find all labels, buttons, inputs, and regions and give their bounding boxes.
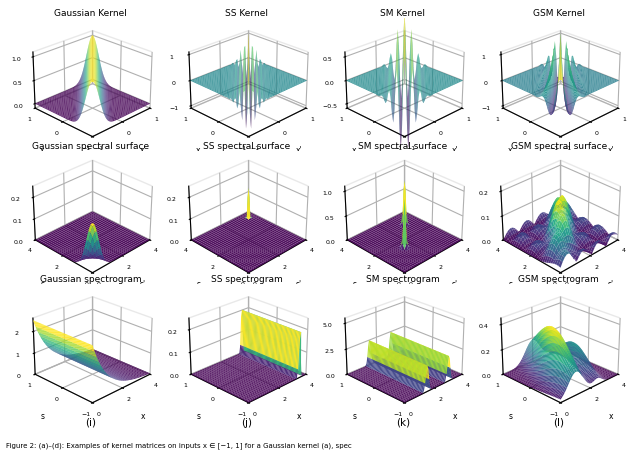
- X-axis label: x: x: [609, 412, 613, 421]
- X-axis label: x: x: [296, 412, 301, 421]
- Y-axis label: x: x: [352, 146, 356, 155]
- Y-axis label: s: s: [196, 412, 200, 421]
- Title: SM Kernel: SM Kernel: [380, 9, 426, 18]
- Y-axis label: s: s: [508, 412, 512, 421]
- Text: (k): (k): [396, 418, 410, 428]
- Y-axis label: s: s: [352, 412, 356, 421]
- Text: Figure 2: (a)–(d): Examples of kernel matrices on inputs x ∈ [−1, 1] for a Gauss: Figure 2: (a)–(d): Examples of kernel ma…: [6, 442, 352, 449]
- Text: (a): (a): [84, 152, 98, 162]
- X-axis label: s': s': [140, 280, 145, 289]
- Text: (g): (g): [396, 285, 410, 295]
- Title: SS Kernel: SS Kernel: [225, 9, 268, 18]
- Title: Gaussian spectral surface: Gaussian spectral surface: [32, 142, 149, 151]
- X-axis label: s': s': [295, 280, 301, 289]
- Text: (e): (e): [84, 285, 98, 295]
- Y-axis label: s: s: [353, 280, 356, 289]
- Title: SM spectrogram: SM spectrogram: [366, 275, 440, 284]
- Y-axis label: x: x: [196, 146, 200, 155]
- X-axis label: x: x: [452, 412, 457, 421]
- Text: (i): (i): [85, 418, 96, 428]
- Text: (j): (j): [241, 418, 252, 428]
- X-axis label: x: x: [141, 412, 145, 421]
- Text: (c): (c): [396, 152, 410, 162]
- X-axis label: x': x': [451, 146, 458, 155]
- Y-axis label: s: s: [41, 280, 45, 289]
- X-axis label: x': x': [296, 146, 302, 155]
- Y-axis label: x: x: [40, 146, 45, 155]
- Title: GSM spectrogram: GSM spectrogram: [518, 275, 599, 284]
- Y-axis label: s: s: [509, 280, 513, 289]
- Title: SS spectrogram: SS spectrogram: [211, 275, 283, 284]
- Title: SS spectral surface: SS spectral surface: [203, 142, 291, 151]
- X-axis label: x': x': [140, 146, 146, 155]
- Y-axis label: s: s: [40, 412, 44, 421]
- Title: GSM spectral surface: GSM spectral surface: [511, 142, 607, 151]
- Title: Gaussian spectrogram: Gaussian spectrogram: [40, 275, 141, 284]
- Title: Gaussian Kernel: Gaussian Kernel: [54, 9, 127, 18]
- Y-axis label: x: x: [508, 146, 513, 155]
- X-axis label: s': s': [451, 280, 458, 289]
- Title: SM spectral surface: SM spectral surface: [358, 142, 447, 151]
- X-axis label: x': x': [607, 146, 614, 155]
- Text: (b): (b): [239, 152, 254, 162]
- X-axis label: s': s': [607, 280, 613, 289]
- Text: (l): (l): [554, 418, 564, 428]
- Y-axis label: s: s: [196, 280, 201, 289]
- Title: GSM Kernel: GSM Kernel: [532, 9, 585, 18]
- Text: (h): (h): [552, 285, 566, 295]
- Text: (d): (d): [552, 152, 566, 162]
- Text: (f): (f): [241, 285, 253, 295]
